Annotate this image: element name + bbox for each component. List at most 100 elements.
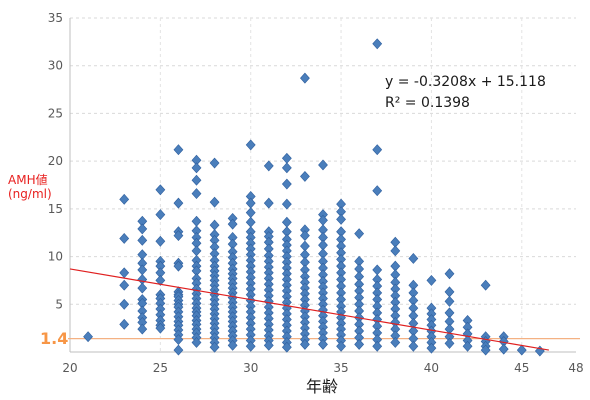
data-point [191,162,202,174]
data-point [318,338,328,350]
data-point [372,340,383,352]
data-point [155,322,166,334]
y-tick-label: 10 [48,250,63,264]
data-point [245,139,256,151]
data-point [173,144,184,156]
data-point [516,344,527,356]
data-point [372,38,383,50]
data-point [281,198,292,210]
data-point [245,207,256,219]
data-point [281,162,292,174]
data-point [390,337,401,348]
x-tick-labels: 20 25 30 35 40 45 48 [62,361,583,375]
data-point [191,188,202,200]
x-tick-label: 25 [153,361,168,375]
data-point [173,344,184,356]
data-point [444,268,455,280]
y-tick-label: 20 [48,154,63,168]
data-point [191,215,202,227]
data-point [137,282,148,294]
data-point [137,234,148,246]
data-point [300,170,310,182]
data-point [354,228,365,240]
data-point [137,223,148,235]
data-point [119,267,130,279]
data-point [173,230,184,242]
y-tick-labels: 5 10 15 20 25 30 35 [48,11,63,311]
data-point [300,338,310,350]
data-point [444,286,455,298]
data-point [173,197,184,209]
data-point [300,230,310,242]
y-axis-label-line-2: (ng/ml) [8,187,52,201]
data-point [209,196,220,208]
data-point [336,340,346,352]
data-point [281,178,292,190]
data-point [209,341,220,353]
trendline-equation: y = -0.3208x + 15.118 [385,74,546,90]
gridlines [70,17,576,352]
x-tick-label: 30 [243,361,258,375]
data-point [155,184,166,196]
x-tick-label: 40 [424,361,439,375]
data-point [209,157,220,169]
x-tick-label: 48 [568,361,583,375]
data-point [173,260,184,272]
data-point [137,264,148,276]
trendline [69,268,549,351]
x-axis-label: 年齢 [306,377,338,396]
data-point [245,197,256,209]
data-points [83,38,545,357]
data-point [372,264,383,276]
y-tick-label: 15 [48,202,63,216]
data-point [245,216,256,228]
data-point [372,185,383,197]
y-tick-label: 25 [48,106,63,120]
data-point [281,341,292,353]
data-point [227,218,238,230]
data-point [83,331,93,343]
y-tick-label: 35 [48,11,63,25]
trendline-r-squared: R² = 0.1398 [385,95,470,111]
x-tick-label: 45 [514,361,529,375]
data-point [390,245,401,257]
reference-line-label: 1.4 [40,329,68,348]
data-point [119,193,130,205]
data-point [498,343,509,355]
y-axis-label-line-1: AMH値 [8,172,48,187]
data-point [191,337,202,348]
data-point [119,279,130,291]
data-point [336,213,346,225]
data-point [173,334,184,346]
data-point [300,72,310,84]
data-point [119,232,130,244]
data-point [245,340,256,352]
data-point [263,339,274,351]
data-point [408,340,419,352]
data-point [281,216,292,228]
data-point [318,159,328,171]
trendline-group [69,268,549,351]
data-point [263,197,274,209]
data-point [263,160,274,172]
data-point [227,339,238,351]
data-point [426,274,437,286]
data-point [155,274,166,286]
data-point [408,253,419,264]
data-point [462,340,473,352]
data-point [155,209,166,221]
data-point [155,235,166,247]
data-point [444,295,455,307]
data-point [480,344,491,356]
data-point [444,337,455,349]
data-point [191,174,202,186]
data-point [137,323,148,335]
data-point [318,214,328,226]
data-point [119,318,130,330]
y-tick-label: 5 [55,297,63,311]
data-point [209,219,220,231]
data-point [119,298,130,310]
data-point [354,338,365,350]
data-point [191,245,202,257]
